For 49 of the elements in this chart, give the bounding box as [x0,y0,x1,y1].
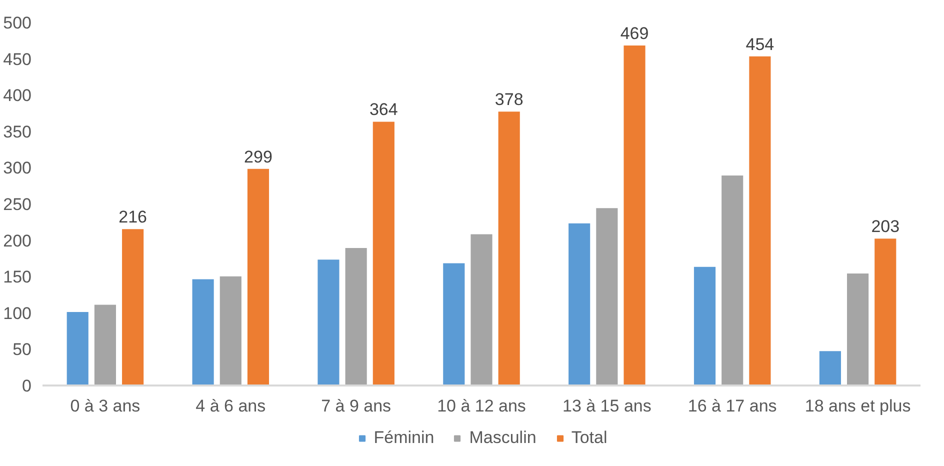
bar [497,110,521,386]
x-tick-label: 13 à 15 ans [562,396,652,416]
bar [748,55,772,386]
y-tick-label: 500 [3,14,32,32]
bar [246,168,270,386]
x-tick-label: 7 à 9 ans [321,396,392,416]
bar [818,350,842,386]
bar [874,238,898,386]
x-tick-label: 0 à 3 ans [70,396,140,416]
data-label: 378 [494,90,524,110]
bar [470,233,494,386]
bar [595,207,619,386]
x-tick-label: 16 à 17 ans [688,396,777,416]
bar [93,304,118,386]
x-tick-label: 18 ans et plus [804,396,911,416]
bar [316,258,340,386]
bar [218,275,242,386]
bar [568,222,592,386]
bar [442,262,466,386]
data-label: 216 [118,208,147,227]
data-label: 454 [746,34,774,54]
y-tick-label: 350 [3,122,32,142]
y-tick-label: 150 [3,268,32,287]
legend-label: Total [571,428,608,448]
y-tick-label: 400 [3,86,32,106]
bar [66,310,90,386]
bar [372,120,396,386]
bar [121,228,145,386]
data-label: 299 [244,147,272,166]
y-tick-label: 50 [12,340,32,360]
y-tick-label: 200 [3,231,32,250]
x-tick-label: 10 à 12 ans [437,396,526,416]
bar [692,266,717,386]
y-tick-label: 0 [22,376,32,396]
x-tick-label: 4 à 6 ans [196,396,266,416]
legend-label: Féminin [374,428,434,448]
data-label: 203 [871,217,900,236]
y-tick-label: 250 [3,195,32,214]
bar [344,247,368,386]
bar [846,272,870,386]
data-label: 364 [369,100,398,120]
bar [622,44,646,386]
y-tick-label: 100 [3,304,32,323]
bar [720,174,744,386]
y-tick-label: 450 [3,50,32,69]
y-tick-label: 300 [3,158,32,178]
data-label: 469 [620,24,649,44]
legend-label: Masculin [469,428,536,448]
bar [191,278,215,386]
